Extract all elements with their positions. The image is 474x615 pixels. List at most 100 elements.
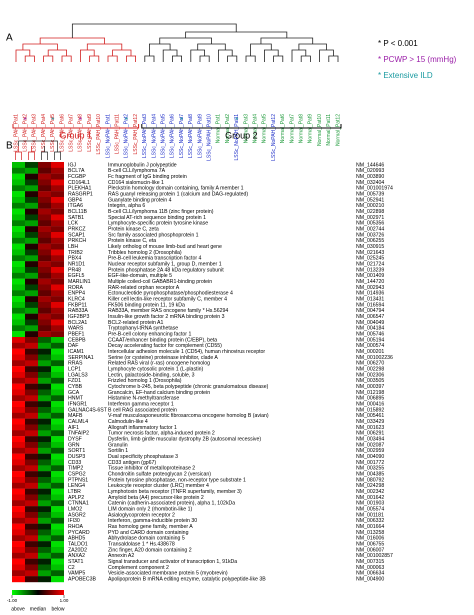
gene-symbol: CALML4 (68, 419, 88, 425)
gene-description: Protein kinase C, zeta (108, 226, 159, 232)
panel-label: A (6, 33, 13, 44)
gene-description: Grancalcin, EF-hand calcium binding prot… (108, 390, 210, 396)
gene-accession: NM_004385 (356, 471, 384, 477)
heatmap-cell (12, 552, 25, 559)
heatmap-cell (25, 552, 38, 559)
gene-description: Dual specificity phosphatase 3 (108, 454, 178, 460)
heatmap-cell (12, 401, 25, 408)
heatmap-cell (25, 249, 38, 256)
heatmap-cell (51, 191, 64, 198)
heatmap-cell (38, 243, 51, 250)
heatmap-cell (51, 541, 64, 548)
gene-accession: NM_005356 (356, 221, 384, 227)
gene-accession: NM_004794 (356, 308, 384, 314)
heatmap-cell (25, 197, 38, 204)
heatmap-cell (25, 337, 38, 344)
heatmap-cell (25, 418, 38, 425)
gene-symbol: HNMT (68, 396, 84, 402)
gene-description: Integrin, alpha 6 (108, 203, 145, 209)
gene-description: Asialoglycoprotein receptor 2 (108, 512, 175, 518)
heatmap-cell (25, 255, 38, 262)
heatmap-cell (25, 570, 38, 577)
gene-accession: NM_013431 (356, 296, 384, 302)
gene-accession: NM_001903 (356, 501, 384, 507)
heatmap-cell (38, 418, 51, 425)
gene-accession: NM_016006 (356, 536, 384, 542)
gene-description: FK506 binding protein 11, 19 kDa (108, 302, 185, 308)
gene-symbol: IFI30 (68, 518, 80, 524)
heatmap-cell (51, 383, 64, 390)
gene-accession: NM_002306 (356, 372, 384, 378)
heatmap-cell (12, 167, 25, 174)
heatmap-cell (51, 447, 64, 454)
heatmap-cell (12, 226, 25, 233)
gene-accession: NM_005194 (356, 337, 384, 343)
heatmap-cell (38, 471, 51, 478)
gene-description: Cytochrome b-245, beta polypeptide (chro… (108, 384, 269, 390)
heatmap-cell (12, 506, 25, 513)
heatmap-cell (51, 290, 64, 297)
sample-label: LSSc_PAH_Pat5 (50, 114, 56, 152)
heatmap-cell (12, 360, 25, 367)
heatmap-cell (38, 237, 51, 244)
gene-symbol: GCA (68, 390, 80, 396)
dendrogram-branch (260, 37, 314, 44)
heatmap-cell (25, 482, 38, 489)
dendrogram-branch (199, 55, 210, 62)
group-bracket (141, 124, 342, 129)
heatmap-cell (51, 267, 64, 274)
heatmap-cell (12, 319, 25, 326)
gene-symbol: CYBB (68, 384, 83, 390)
heatmap-cell (51, 436, 64, 443)
gene-description: RAB33A, member RAS oncogene family * Hs.… (108, 308, 228, 314)
gene-accession: NM_033429 (356, 419, 384, 425)
heatmap-cell (25, 173, 38, 180)
heatmap-cell (38, 547, 51, 554)
heatmap-cell (25, 278, 38, 285)
heatmap-cell (51, 307, 64, 314)
heatmap-cell (38, 535, 51, 542)
heatmap-cell (12, 377, 25, 384)
heatmap-cell (51, 552, 64, 559)
heatmap-cell (38, 552, 51, 559)
heatmap-cell (38, 360, 51, 367)
heatmap-cell (12, 500, 25, 507)
dendrogram-branch (300, 55, 311, 62)
gene-symbol: DYSF (68, 436, 82, 442)
heatmap-cell (51, 482, 64, 489)
heatmap-cell (25, 488, 38, 495)
heatmap-cell (38, 179, 51, 186)
gene-accession: NM_001002236 (356, 355, 393, 361)
heatmap-cell (38, 278, 51, 285)
gene-symbol: PBX4 (68, 256, 81, 262)
heatmap-cell (25, 261, 38, 268)
heatmap-cell (51, 237, 64, 244)
gene-symbol: CSPG2 (68, 471, 86, 477)
heatmap-cell (38, 570, 51, 577)
gene-description: Intercellular adhesion molecule 1 (CD54)… (108, 349, 265, 355)
gene-accession: NM_000201 (356, 349, 384, 355)
gene-symbol: IFNGR1 (68, 401, 87, 407)
heatmap-dendrogram (28, 146, 35, 160)
sample-label: LSSc_NoPAH_Pat8 (188, 114, 194, 158)
heatmap-cell (12, 284, 25, 291)
gene-description: Apolipoprotein B mRNA editing enzyme, ca… (108, 576, 266, 582)
heatmap-cell (25, 331, 38, 338)
heatmap-cell (51, 302, 64, 309)
gene-description: V-maf musculoaponeurotic fibrosarcoma on… (108, 413, 269, 419)
heatmap-cell (51, 360, 64, 367)
heatmap-cell (25, 302, 38, 309)
gene-description: Vesicle-associated membrane protein 5 (m… (108, 571, 228, 577)
gene-accession: NM_000397 (356, 384, 384, 390)
heatmap-cell (12, 477, 25, 484)
heatmap-cell (38, 442, 51, 449)
heatmap-cell (38, 377, 51, 384)
heatmap-cell (51, 576, 64, 583)
group-label: Group 2 (225, 130, 258, 140)
gene-accession: NM_024298 (356, 483, 384, 489)
gene-accession: NM_002971 (356, 215, 384, 221)
gene-accession: NM_052941 (356, 197, 384, 203)
heatmap-cell (25, 576, 38, 583)
heatmap-cell (38, 313, 51, 320)
heatmap-cell (25, 535, 38, 542)
